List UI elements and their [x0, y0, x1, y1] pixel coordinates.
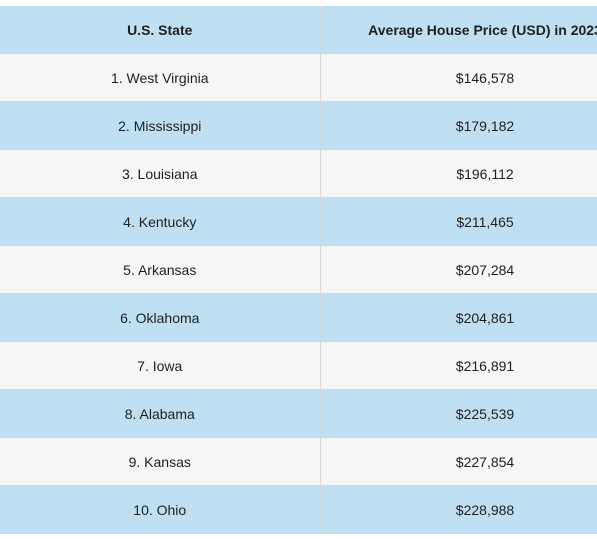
state-cell: 7. Iowa: [0, 341, 321, 390]
state-column-header: U.S. State: [0, 6, 321, 54]
table-row: 7. Iowa $216,891: [0, 341, 597, 390]
price-cell: $179,182: [320, 101, 597, 150]
price-cell: $207,284: [320, 245, 597, 294]
price-cell: $216,891: [320, 341, 597, 390]
price-cell: $211,465: [320, 197, 597, 246]
price-column-header: Average House Price (USD) in 2023: [320, 6, 597, 54]
price-cell: $196,112: [320, 149, 597, 198]
price-cell: $225,539: [320, 389, 597, 438]
price-cell: $204,861: [320, 293, 597, 342]
state-cell: 5. Arkansas: [0, 245, 321, 294]
table-row: 8. Alabama $225,539: [0, 389, 597, 438]
table-row: 5. Arkansas $207,284: [0, 245, 597, 294]
table-row: 10. Ohio $228,988: [0, 485, 597, 534]
table-row: 6. Oklahoma $204,861: [0, 293, 597, 342]
table-row: 4. Kentucky $211,465: [0, 197, 597, 246]
state-cell: 10. Ohio: [0, 485, 321, 534]
price-cell: $228,988: [320, 485, 597, 534]
price-cell: $227,854: [320, 437, 597, 486]
table-row: 9. Kansas $227,854: [0, 437, 597, 486]
state-cell: 2. Mississippi: [0, 101, 321, 150]
house-price-table-container: U.S. State Average House Price (USD) in …: [0, 6, 597, 534]
price-cell: $146,578: [320, 53, 597, 102]
state-cell: 4. Kentucky: [0, 197, 321, 246]
state-cell: 1. West Virginia: [0, 53, 321, 102]
state-cell: 9. Kansas: [0, 437, 321, 486]
table-row: 1. West Virginia $146,578: [0, 53, 597, 102]
house-price-table: U.S. State Average House Price (USD) in …: [0, 6, 597, 534]
state-cell: 3. Louisiana: [0, 149, 321, 198]
state-cell: 6. Oklahoma: [0, 293, 321, 342]
table-header-row: U.S. State Average House Price (USD) in …: [0, 6, 597, 54]
table-row: 2. Mississippi $179,182: [0, 101, 597, 150]
state-cell: 8. Alabama: [0, 389, 321, 438]
table-row: 3. Louisiana $196,112: [0, 149, 597, 198]
